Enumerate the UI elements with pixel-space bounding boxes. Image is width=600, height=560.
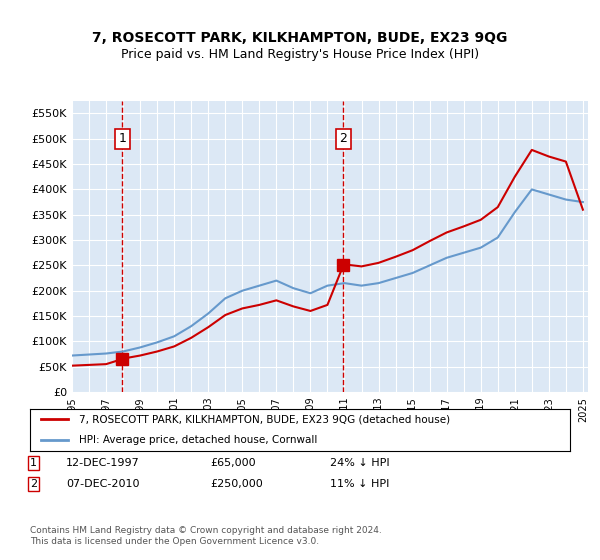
Text: 1: 1 [30,458,37,468]
Text: 7, ROSECOTT PARK, KILKHAMPTON, BUDE, EX23 9QG: 7, ROSECOTT PARK, KILKHAMPTON, BUDE, EX2… [92,31,508,45]
Text: Price paid vs. HM Land Registry's House Price Index (HPI): Price paid vs. HM Land Registry's House … [121,48,479,60]
Text: £250,000: £250,000 [210,479,263,489]
Text: Contains HM Land Registry data © Crown copyright and database right 2024.
This d: Contains HM Land Registry data © Crown c… [30,526,382,546]
Text: 07-DEC-2010: 07-DEC-2010 [66,479,139,489]
Text: 2: 2 [340,132,347,145]
Text: HPI: Average price, detached house, Cornwall: HPI: Average price, detached house, Corn… [79,435,317,445]
Text: 1: 1 [118,132,126,145]
Text: £65,000: £65,000 [210,458,256,468]
Text: 24% ↓ HPI: 24% ↓ HPI [330,458,389,468]
Text: 11% ↓ HPI: 11% ↓ HPI [330,479,389,489]
Text: 12-DEC-1997: 12-DEC-1997 [66,458,140,468]
Text: 2: 2 [30,479,37,489]
Text: 7, ROSECOTT PARK, KILKHAMPTON, BUDE, EX23 9QG (detached house): 7, ROSECOTT PARK, KILKHAMPTON, BUDE, EX2… [79,414,450,424]
